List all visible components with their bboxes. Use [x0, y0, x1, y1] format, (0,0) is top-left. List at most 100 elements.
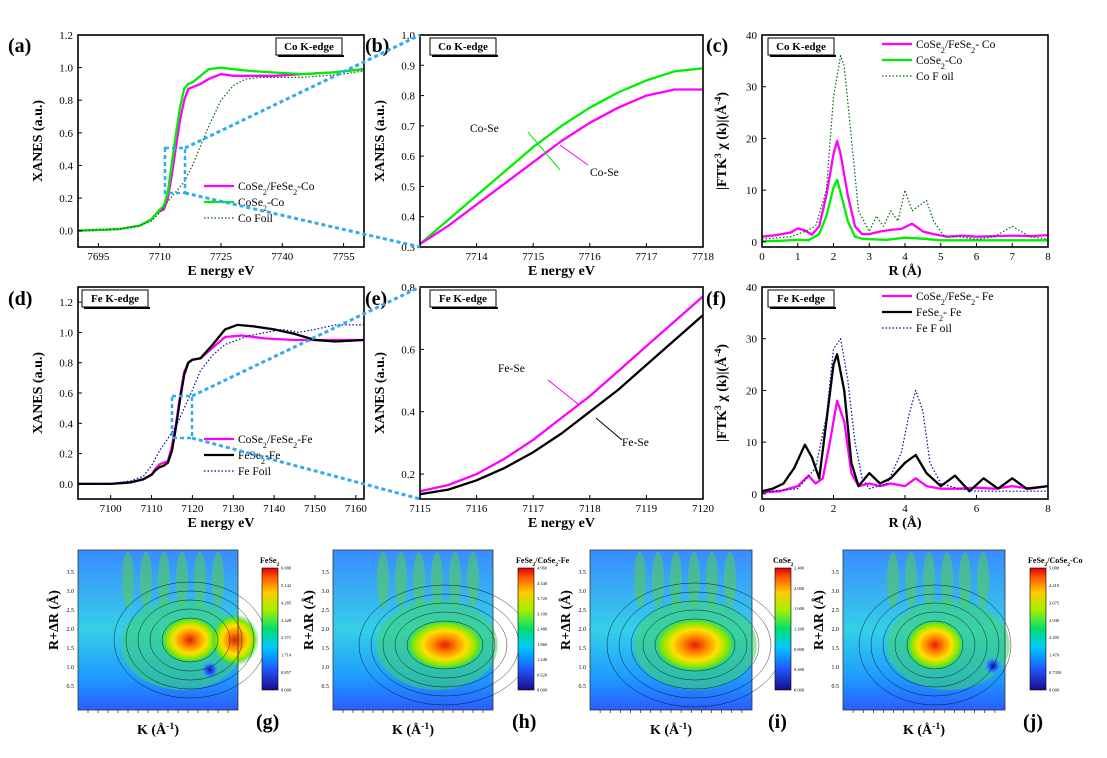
- legend-entry: Fe F oil: [916, 323, 952, 335]
- heatmap-hotspot: [211, 614, 259, 666]
- y-axis-label-group: XANES (a.u.): [373, 352, 388, 434]
- colorbar-tick: 0.857: [281, 670, 292, 675]
- heatmap-y-tick: 1.0: [322, 665, 330, 671]
- colorbar-tick: 6.000: [281, 566, 292, 571]
- x-axis-label: R (Å): [888, 515, 921, 531]
- heatmap-contour: [149, 608, 231, 672]
- colorbar-tick: 2.205: [1049, 635, 1060, 640]
- panel-f: 0 2 4 6 8 0 10 20 30 40 R (Å) |FTK3 χ (k)|(Å-4) (f) F…: [706, 282, 1051, 531]
- series-line-f-1: [761, 353, 1049, 493]
- series-line-b-0: [419, 67, 704, 245]
- x-tick-label: 6: [974, 503, 980, 515]
- y-tick-label: 1.0: [401, 30, 415, 42]
- zoom-region: [170, 394, 194, 440]
- edge-label: Co K-edge: [284, 41, 334, 53]
- heatmap-y-label: R+ΔR (Å): [301, 590, 317, 650]
- annotation-label: Fe-Se: [622, 437, 649, 449]
- series-line-c-1: [761, 178, 1048, 243]
- annotation-label: Co-Se: [470, 123, 499, 135]
- y-axis-label: XANES (a.u.): [373, 352, 388, 434]
- heatmap-y-tick: 3.0: [67, 589, 75, 595]
- edge-label: Co K-edge: [776, 41, 826, 53]
- y-tick-label: 0.8: [59, 358, 73, 370]
- annotation-arrow: [547, 379, 579, 405]
- heatmap-streak: [194, 552, 206, 608]
- heatmap-y-tick: 0.5: [67, 684, 75, 690]
- series-line-a-0: [77, 68, 365, 232]
- colorbar-tick: 1.860: [537, 642, 548, 647]
- series-line-e-0: [419, 295, 704, 493]
- heatmap-contour: [630, 600, 760, 690]
- heatmap-panel-i: 0.5 1.0 1.5 2.0 2.5 3.0 3.5 K (Å-1) R+ΔR (Å) CoSe…: [558, 549, 805, 738]
- y-tick-label: 0.7: [401, 121, 415, 133]
- y-tick-label: 0.2: [59, 449, 73, 461]
- y-tick-label: 0.8: [59, 95, 73, 107]
- heatmap-y-tick: 2.5: [67, 608, 75, 614]
- colorbar-tick: 0.7350: [1049, 670, 1062, 675]
- heatmap-y-tick: 2.0: [322, 627, 330, 633]
- x-tick-label: 7117: [522, 503, 544, 515]
- x-tick-label: 7718: [692, 251, 715, 263]
- colorbar-tick: 1.240: [537, 657, 548, 662]
- x-tick-label: 7716: [579, 251, 602, 263]
- colorbar-tick: 0.000: [794, 688, 805, 693]
- heatmap-streak: [706, 552, 718, 608]
- heatmap-y-tick: 1.5: [322, 646, 330, 652]
- y-tick-label: 1.0: [59, 327, 73, 339]
- series-line-f-2: [761, 338, 1048, 493]
- x-tick-label: 2: [831, 251, 837, 263]
- heatmap-contour: [858, 584, 1012, 706]
- colorbar-tick: 1.600: [794, 606, 805, 611]
- heatmap-contour: [406, 620, 484, 670]
- y-tick-label: 0.0: [59, 226, 73, 238]
- edge-label-shadow: [432, 307, 498, 309]
- heatmap-streak: [140, 552, 152, 608]
- panel-a: 7695 7710 7725 7740 7755 0.0 0.2 0.4 0.6 0.8 1.0 1.…: [8, 30, 365, 279]
- colorbar-title: FeSe2: [260, 556, 279, 568]
- y-tick-label: 0.8: [401, 282, 415, 294]
- colorbar-tick: 0.000: [1049, 688, 1060, 693]
- x-tick-label: 2: [831, 503, 837, 515]
- x-tick-label: 7120: [181, 503, 204, 515]
- heatmap-streak: [431, 552, 443, 608]
- edge-label-shadow: [770, 55, 836, 57]
- x-tick-label: 7755: [333, 251, 356, 263]
- x-tick-label: 8: [1045, 251, 1051, 263]
- x-tick-label: 7160: [345, 503, 368, 515]
- annotation-arrow: [559, 144, 589, 166]
- x-tick-label: 4: [902, 503, 908, 515]
- y-axis-label: XANES (a.u.): [373, 100, 388, 182]
- heatmap-hotspot: [653, 617, 737, 673]
- x-tick-label: 7725: [210, 251, 233, 263]
- edge-label: Co K-edge: [438, 41, 488, 53]
- heatmap-streak: [941, 552, 953, 608]
- panel-letter: (f): [706, 288, 726, 310]
- panel-c: 0 1 2 3 4 5 6 7 8 0 10 20 30 40 R (Å) |FTK3 χ (k)|(Å-4)…: [706, 30, 1051, 279]
- colorbar-tick: 4.285: [281, 600, 292, 605]
- plot-frame-b: [419, 34, 704, 248]
- colorbar-tick: 3.720: [537, 596, 548, 601]
- y-tick-label: 0.6: [59, 128, 73, 140]
- heatmap-streak: [905, 552, 917, 608]
- heatmap-contour: [125, 590, 255, 690]
- heatmap-y-label: R+ΔR (Å): [46, 590, 62, 650]
- plot-frame-c: [761, 34, 1049, 248]
- plot-frame-f: [761, 286, 1049, 500]
- heatmap-y-tick: 2.5: [322, 608, 330, 614]
- heatmap-hotspot: [405, 619, 485, 671]
- x-tick-label: 7695: [87, 251, 110, 263]
- y-axis-label-group: XANES (a.u.): [373, 100, 388, 182]
- heatmap-y-tick: 2.5: [832, 608, 840, 614]
- heatmap-x-label: K (Å-1): [392, 721, 434, 739]
- y-tick-label: 0.6: [401, 151, 415, 163]
- panel-letter: (a): [8, 35, 31, 57]
- heatmap-contour: [894, 611, 976, 679]
- heatmap-streak: [652, 552, 664, 608]
- legend-entry: CoSe2-Co: [238, 197, 284, 213]
- edge-label-shadow: [432, 55, 498, 57]
- heatmap-contour: [870, 593, 1000, 697]
- heatmap-streak: [467, 552, 479, 608]
- legend-entry: CoSe2-Co: [916, 55, 962, 71]
- y-tick-label: 0.9: [401, 60, 415, 72]
